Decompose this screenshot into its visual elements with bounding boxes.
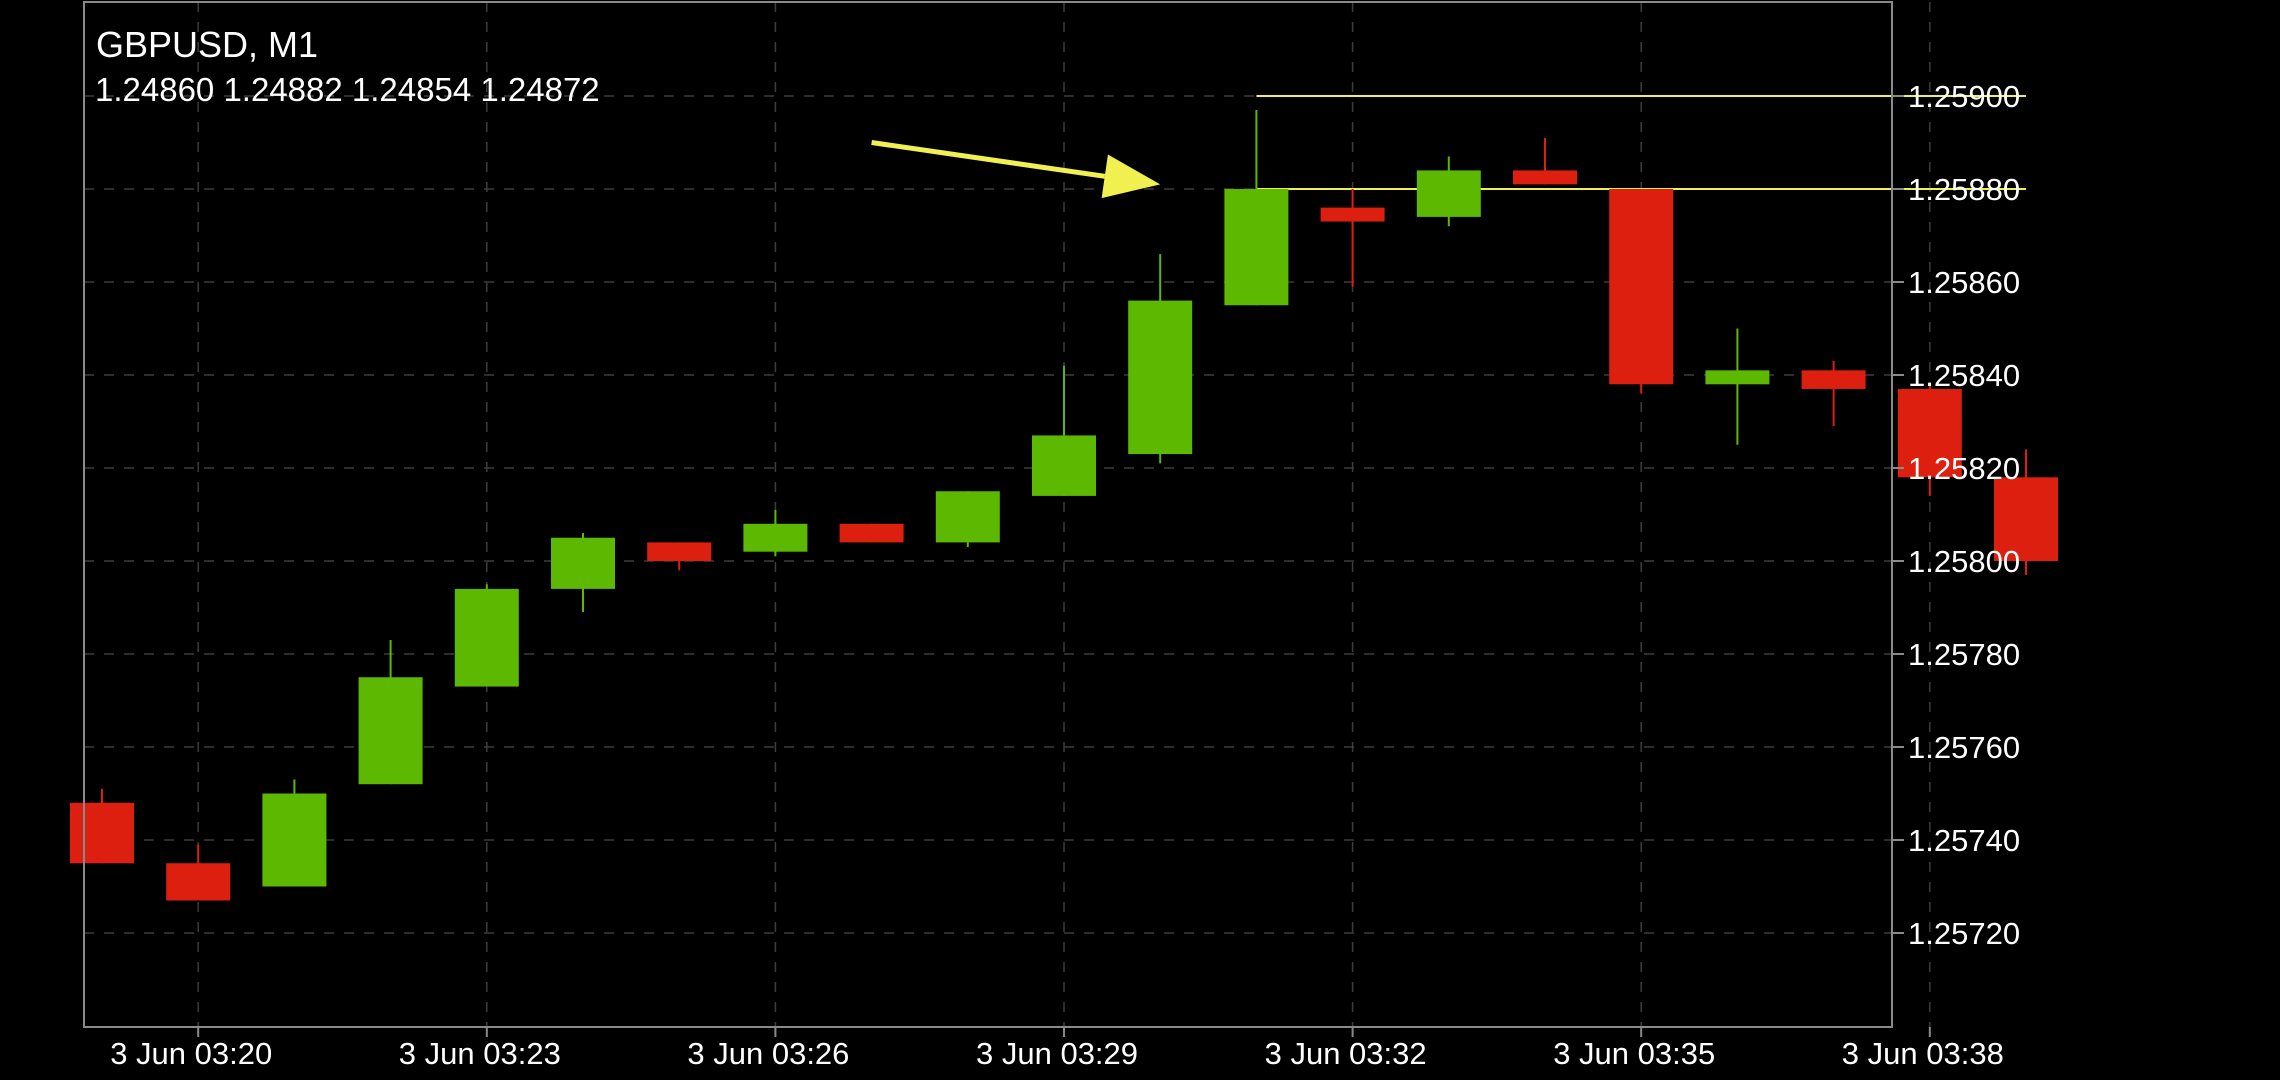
candle-body xyxy=(1897,388,1962,478)
candle xyxy=(743,509,808,557)
candle xyxy=(262,779,327,887)
candle-body xyxy=(1128,300,1193,455)
candle xyxy=(70,788,134,864)
candle-body xyxy=(647,542,712,561)
candle-body xyxy=(1609,189,1674,385)
price-tick-label: 1.25780 xyxy=(1908,637,2020,672)
candle xyxy=(1897,384,1962,496)
price-axis: 1.25720 1.25740 1.25760 1.25780 1.25800 1.258… xyxy=(1892,79,2020,951)
candle-body xyxy=(1994,477,2058,561)
price-tick-label: 1.25840 xyxy=(1908,358,2020,393)
arrow-head xyxy=(1101,154,1161,199)
candle-body xyxy=(743,523,808,552)
candle xyxy=(935,491,1000,548)
price-tick-label: 1.25860 xyxy=(1908,265,2020,300)
candle-body xyxy=(1705,370,1770,385)
time-tick-label: 3 Jun 03:26 xyxy=(687,1036,849,1071)
price-tick-label: 1.25760 xyxy=(1908,730,2020,765)
candle xyxy=(1224,109,1289,306)
time-tick-label: 3 Jun 03:23 xyxy=(399,1036,561,1071)
candle-body xyxy=(70,802,134,864)
candle-body xyxy=(1513,170,1577,185)
price-tick-label: 1.25880 xyxy=(1908,172,2020,207)
candle-body xyxy=(1801,370,1866,389)
candle-body xyxy=(1320,207,1385,222)
candle xyxy=(166,844,231,901)
candle xyxy=(1994,449,2058,575)
candle xyxy=(454,584,519,687)
candle xyxy=(1705,328,1770,445)
candle xyxy=(1416,156,1481,227)
candle xyxy=(839,523,904,543)
price-tick-label: 1.25820 xyxy=(1908,451,2020,486)
candle xyxy=(1032,365,1096,496)
time-tick-label: 3 Jun 03:29 xyxy=(976,1036,1138,1071)
plot-frame xyxy=(83,1,1893,1028)
candle xyxy=(1609,189,1674,394)
candle xyxy=(358,640,423,785)
candle xyxy=(1801,361,1866,427)
candle-body xyxy=(551,537,615,589)
symbol-title: GBPUSD, M1 xyxy=(96,24,318,65)
price-tick-label: 1.25720 xyxy=(1908,916,2020,951)
candle-body xyxy=(1416,170,1481,217)
candle xyxy=(647,542,712,571)
candle-body xyxy=(358,677,423,785)
arrow-shaft xyxy=(871,140,1106,179)
candle-body xyxy=(839,523,904,543)
candle-body xyxy=(262,793,327,887)
candles xyxy=(70,109,2058,901)
candle-body xyxy=(1032,435,1096,496)
time-axis: 3 Jun 03:20 3 Jun 03:23 3 Jun 03:26 3 Jun 0… xyxy=(110,1027,2004,1071)
candle xyxy=(1513,137,1577,185)
candle-body xyxy=(935,491,1000,543)
price-tick-label: 1.25740 xyxy=(1908,823,2020,858)
price-tick-label: 1.25900 xyxy=(1908,79,2020,114)
price-tick-label: 1.25800 xyxy=(1908,544,2020,579)
candle-body xyxy=(454,588,519,687)
candle-body xyxy=(1224,189,1289,306)
candle xyxy=(551,533,615,613)
candle-body xyxy=(166,863,231,901)
time-tick-label: 3 Jun 03:20 xyxy=(110,1036,272,1071)
time-tick-label: 3 Jun 03:32 xyxy=(1265,1036,1427,1071)
ohlc-values: 1.24860 1.24882 1.24854 1.24872 xyxy=(95,71,600,108)
candle xyxy=(1128,254,1193,464)
candle xyxy=(1320,189,1385,287)
time-tick-label: 3 Jun 03:35 xyxy=(1553,1036,1715,1071)
time-tick-label: 3 Jun 03:38 xyxy=(1842,1036,2004,1071)
